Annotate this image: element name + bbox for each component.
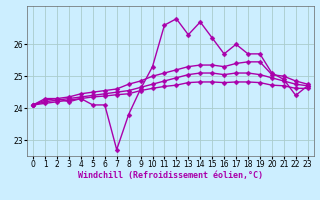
- X-axis label: Windchill (Refroidissement éolien,°C): Windchill (Refroidissement éolien,°C): [78, 171, 263, 180]
